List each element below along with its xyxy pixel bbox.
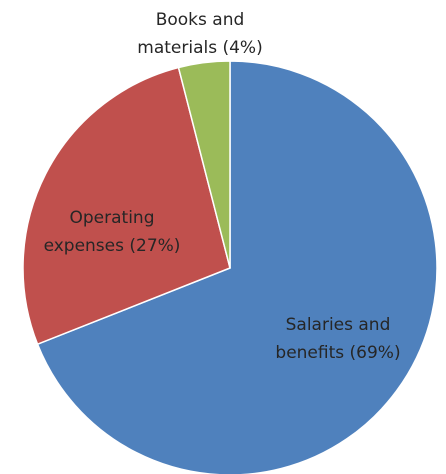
pie-slice: [177, 60, 231, 269]
slice-label-line: Salaries and: [286, 315, 391, 335]
slice-label: Operating expenses (27%): [44, 208, 181, 256]
slice-label-line: expenses (27%): [44, 236, 181, 256]
pie-slice: [22, 66, 231, 346]
slice-label-line: benefits (69%): [275, 343, 400, 363]
pie-slice: [36, 60, 438, 474]
slice-label-line: Books and: [156, 10, 245, 30]
slice-label-line: materials (4%): [137, 38, 262, 58]
slice-label-line: Operating: [70, 208, 155, 228]
slice-label: Salaries and benefits (69%): [275, 315, 400, 363]
slice-label: Books and materials (4%): [137, 10, 262, 58]
